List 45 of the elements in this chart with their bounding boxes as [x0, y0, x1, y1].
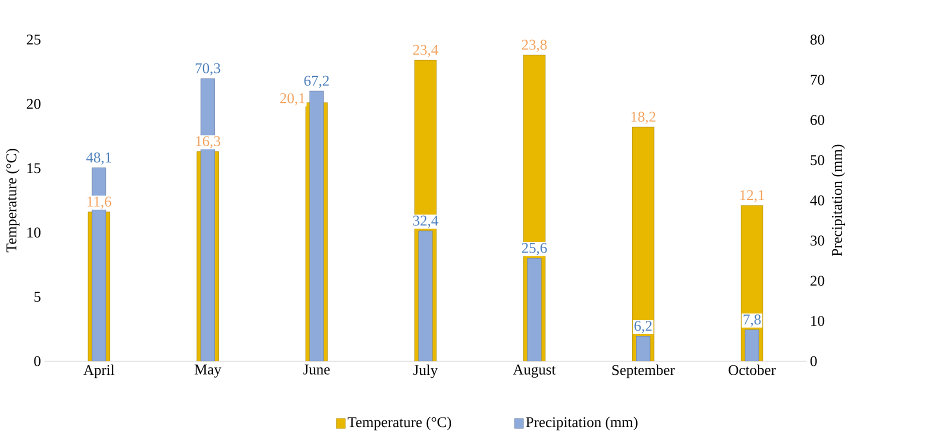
bar — [744, 329, 760, 362]
x-tick-label: April — [83, 364, 114, 378]
y-tick-label: 25 — [26, 34, 40, 44]
data-label: 18,2 — [631, 112, 656, 124]
data-label: 7,8 — [744, 314, 761, 326]
data-label: 70,3 — [196, 63, 220, 76]
data-label: 11,6 — [88, 196, 112, 209]
y2-tick-label: 60 — [810, 114, 824, 125]
y-tick-label: 15 — [28, 163, 40, 174]
y2-tick-label: 30 — [810, 235, 824, 246]
y2-tick-label: 80 — [810, 34, 824, 44]
y-tick-label: 20 — [26, 98, 40, 109]
y2-tick-label: 70 — [810, 74, 824, 85]
bar — [632, 126, 654, 362]
y-axis-title: Temperature (°C) — [6, 148, 20, 252]
y2-axis-title: Precipitation (mm) — [832, 144, 846, 256]
y2-tick-label: 40 — [810, 195, 824, 206]
x-tick-label: July — [413, 364, 438, 378]
data-label: 25,6 — [522, 242, 547, 255]
data-label: 23,8 — [522, 40, 547, 52]
legend-label: Precipitation (mm) — [526, 416, 638, 430]
bar — [527, 258, 542, 362]
data-label: 20,1 — [280, 93, 305, 106]
data-label: 32,4 — [413, 216, 438, 228]
x-tick-label: August — [513, 364, 556, 378]
y-tick-label: 5 — [34, 292, 40, 302]
x-tick-label: September — [612, 364, 675, 378]
y-tick-label: 10 — [28, 227, 40, 238]
data-label: 23,4 — [413, 44, 438, 57]
y-tick-label: 0 — [34, 356, 40, 366]
bar — [418, 230, 433, 362]
y2-tick-label: 0 — [810, 356, 817, 366]
bar — [636, 336, 650, 362]
y2-tick-label: 50 — [810, 155, 824, 166]
data-label: 6,2 — [634, 320, 652, 333]
data-label: 12,1 — [740, 190, 764, 202]
data-label: 48,1 — [86, 152, 112, 165]
data-label: 16,3 — [196, 136, 220, 148]
y2-tick-label: 20 — [810, 276, 824, 286]
data-label: 67,2 — [304, 76, 329, 88]
y2-tick-label: 10 — [811, 316, 824, 326]
x-tick-label: May — [194, 364, 222, 378]
x-tick-label: October — [728, 364, 776, 375]
x-tick-label: June — [303, 364, 330, 374]
legend-label: Temperature (°C) — [348, 416, 452, 430]
